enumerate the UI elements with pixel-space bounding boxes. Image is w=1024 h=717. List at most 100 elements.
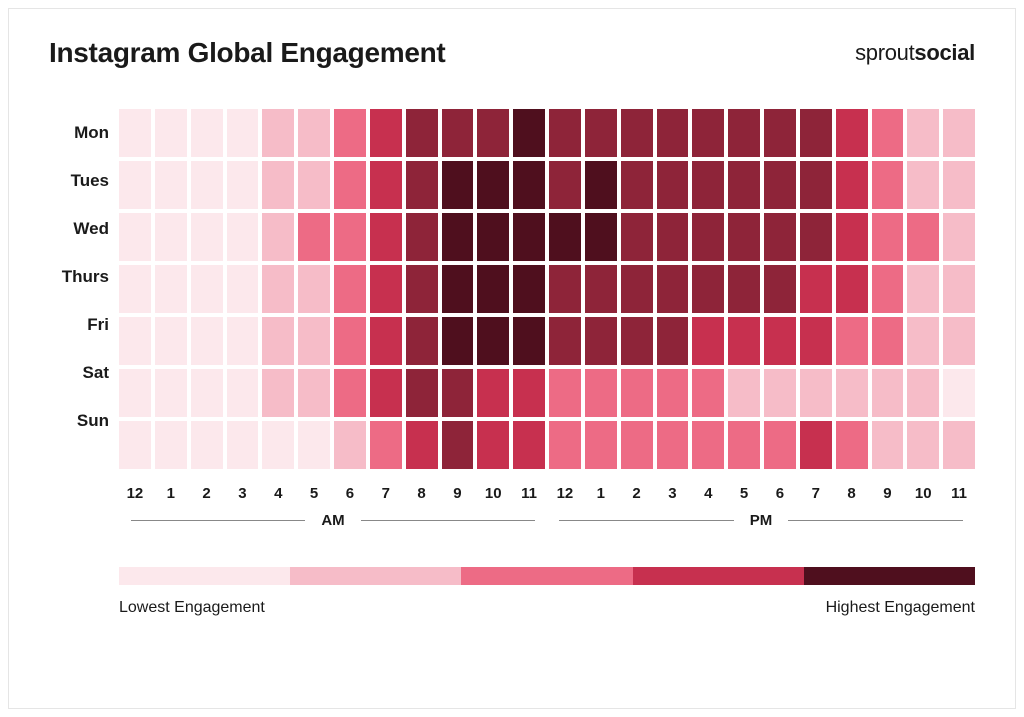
heatmap-cell [764,369,796,417]
hour-label: 8 [836,485,868,502]
pm-label: PM [746,512,777,529]
heatmap-cell [943,317,975,365]
heatmap-cell [657,109,689,157]
heatmap-cell [585,265,617,313]
legend-low-label: Lowest Engagement [119,599,265,617]
heatmap-cell [764,265,796,313]
heatmap-cell [800,317,832,365]
heatmap-cell [119,369,151,417]
heatmap-cell [728,369,760,417]
heatmap-cell [513,421,545,469]
heatmap-cell [728,213,760,261]
heatmap-cell [872,265,904,313]
heatmap-cell [657,369,689,417]
heatmap-cell [119,161,151,209]
legend-segment [290,567,461,585]
heatmap-cell [907,161,939,209]
heatmap-cell [728,265,760,313]
hour-label: 5 [298,485,330,502]
heatmap-cell [227,161,259,209]
heatmap-cell [406,213,438,261]
heatmap-cell [191,265,223,313]
heatmap-cell [585,213,617,261]
heatmap-cell [836,421,868,469]
heatmap-cell [155,317,187,365]
heatmap-cell [549,369,581,417]
heatmap-cell [800,265,832,313]
heatmap-cell [298,369,330,417]
heatmap-cell [621,161,653,209]
heatmap-cell [907,317,939,365]
legend-labels: Lowest Engagement Highest Engagement [119,599,975,617]
heatmap-cell [370,265,402,313]
heatmap-cell [836,213,868,261]
heatmap-cell [692,109,724,157]
heatmap-cell [657,161,689,209]
heatmap-cell [262,317,294,365]
heatmap-cell [513,317,545,365]
hour-label: 10 [477,485,509,502]
heatmap-cell [442,369,474,417]
heatmap-cell [155,265,187,313]
heatmap-cell [513,265,545,313]
heatmap-cell [477,213,509,261]
heatmap-cell [191,161,223,209]
heatmap-cell [872,109,904,157]
heatmap-cell [549,421,581,469]
heatmap-cell [442,421,474,469]
heatmap-cell [334,213,366,261]
hour-label: 9 [442,485,474,502]
heatmap-cell [692,317,724,365]
hour-label: 12 [119,485,151,502]
heatmap-cell [836,161,868,209]
heatmap-cell [406,109,438,157]
heatmap-cell [657,265,689,313]
day-label: Thurs [49,253,109,301]
heatmap-cell [262,421,294,469]
heatmap-cell [943,161,975,209]
heatmap-cell [943,265,975,313]
sprout-social-logo: sproutsocial [855,40,975,66]
day-label: Fri [49,301,109,349]
hour-label: 10 [907,485,939,502]
heatmap-cell [692,213,724,261]
am-period: AM [119,512,547,529]
heatmap-cell [442,213,474,261]
heatmap-cell [764,421,796,469]
heatmap-cell [191,109,223,157]
heatmap-cell [262,161,294,209]
heatmap-cell [764,213,796,261]
heatmap-cell [907,369,939,417]
day-label: Mon [49,109,109,157]
heatmap-cell [298,213,330,261]
heatmap-cell [191,369,223,417]
chart-card: Instagram Global Engagement sproutsocial… [8,8,1016,709]
heatmap-cell [764,109,796,157]
heatmap-cell [836,369,868,417]
hour-label: 6 [334,485,366,502]
heatmap-cell [119,265,151,313]
heatmap-cell [477,161,509,209]
heatmap-cell [370,109,402,157]
heatmap-cell [907,265,939,313]
heatmap-cell [872,421,904,469]
hour-label: 1 [155,485,187,502]
heatmap-cell [621,213,653,261]
heatmap-cell [227,213,259,261]
logo-bold-text: social [914,40,975,65]
heatmap-cell [477,317,509,365]
heatmap-cell [764,317,796,365]
heatmap-cell [692,421,724,469]
heatmap-cell [907,213,939,261]
heatmap-cell [585,421,617,469]
legend-segment [461,567,632,585]
heatmap-cell [227,369,259,417]
heatmap-cell [549,161,581,209]
heatmap-cell [728,317,760,365]
heatmap-cell [621,317,653,365]
heatmap-cell [155,421,187,469]
heatmap-cell [943,109,975,157]
day-label: Wed [49,205,109,253]
heatmap-cell [406,161,438,209]
legend-high-label: Highest Engagement [826,599,975,617]
